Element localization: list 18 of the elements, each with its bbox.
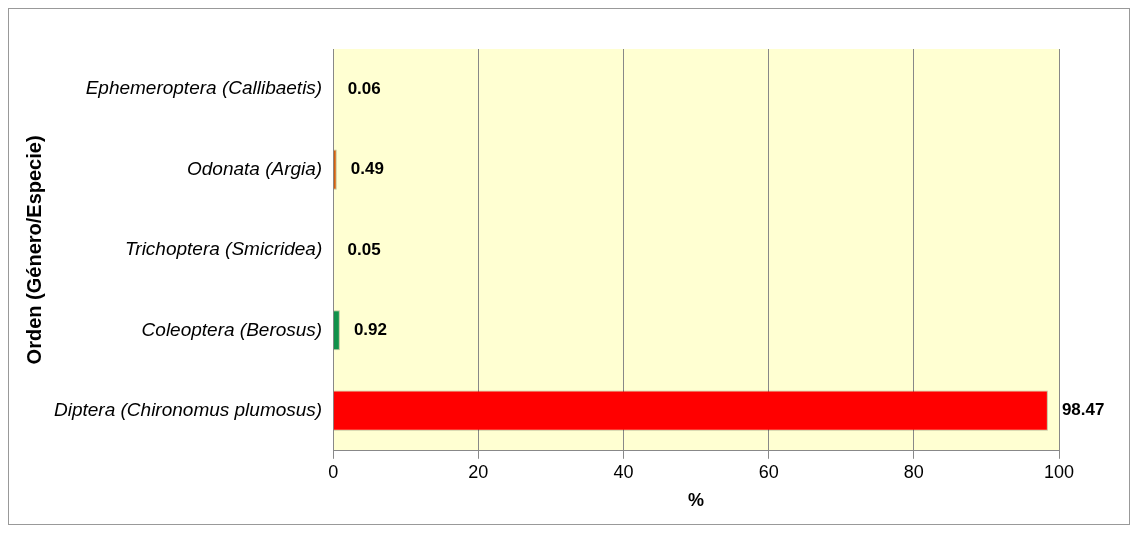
y-tick-label: Ephemeroptera (Callibaetis) bbox=[85, 77, 323, 99]
x-tick-label: 100 bbox=[1043, 461, 1075, 482]
data-label: 0.06 bbox=[347, 78, 381, 98]
x-tick-label: 20 bbox=[468, 461, 489, 482]
y-tick-label: Odonata (Argia) bbox=[187, 157, 323, 179]
data-label: 0.05 bbox=[347, 239, 381, 259]
x-tick-label: 0 bbox=[328, 461, 339, 482]
data-label: 98.47 bbox=[1061, 400, 1105, 420]
data-label: 0.92 bbox=[353, 319, 387, 339]
x-axis-title: % bbox=[688, 490, 705, 511]
data-label: 0.49 bbox=[350, 159, 384, 179]
y-tick-label: Diptera (Chironomus plumosus) bbox=[53, 398, 323, 420]
x-tick-label: 40 bbox=[613, 461, 634, 482]
y-axis-title: Orden (Género/Especie) bbox=[22, 135, 45, 365]
y-tick-label: Trichoptera (Smicridea) bbox=[125, 238, 323, 260]
x-tick-label: 60 bbox=[758, 461, 779, 482]
x-tick-label: 80 bbox=[903, 461, 924, 482]
y-tick-label: Coleoptera (Berosus) bbox=[141, 318, 323, 340]
